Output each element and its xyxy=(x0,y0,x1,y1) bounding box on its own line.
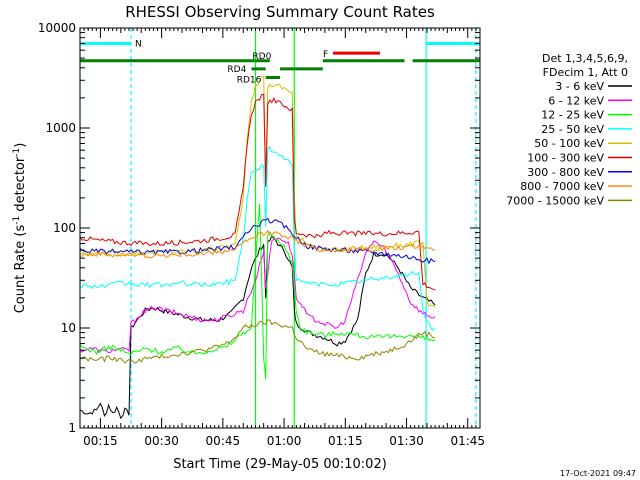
series-group xyxy=(79,76,436,420)
vertical-markers xyxy=(79,28,477,428)
y-tick-label: 10 xyxy=(61,321,76,335)
y-tick-label: 10000 xyxy=(38,21,76,35)
y-tick-label: 100 xyxy=(53,221,76,235)
x-tick-label: 01:00 xyxy=(267,434,302,448)
legend-header: Det 1,3,4,5,6,9, xyxy=(542,52,628,65)
y-tick-label: 1 xyxy=(68,421,76,435)
legend-label: 3 - 6 keV xyxy=(555,80,604,93)
legend-label: 12 - 25 keV xyxy=(541,109,604,122)
series-line xyxy=(79,93,436,291)
y-axis-ticks: 1 10 100 1000 10000 xyxy=(38,21,480,435)
status-bar-label: N xyxy=(135,39,142,49)
status-bar-label: RD16 xyxy=(237,75,262,85)
series-line xyxy=(79,217,436,265)
x-tick-label: 00:45 xyxy=(206,434,241,448)
status-bar-label: F xyxy=(323,50,328,60)
legend-header: FDecim 1, Att 0 xyxy=(543,66,628,79)
series-line xyxy=(79,319,436,364)
chart-title: RHESSI Observing Summary Count Rates xyxy=(125,3,435,21)
legend-label: 7000 - 15000 keV xyxy=(506,194,604,207)
series-line xyxy=(79,229,436,259)
series-line xyxy=(79,203,436,380)
x-tick-label: 00:15 xyxy=(83,434,118,448)
x-axis-label: Start Time (29-May-05 00:10:02) xyxy=(173,457,387,472)
x-tick-label: 00:30 xyxy=(144,434,179,448)
timestamp: 17-Oct-2021 09:47 xyxy=(560,469,636,478)
status-bar-label: RD4 xyxy=(227,65,246,75)
series-line xyxy=(79,145,436,332)
legend-label: 6 - 12 keV xyxy=(548,94,604,107)
x-tick-label: 01:30 xyxy=(389,434,424,448)
y-axis-label: Count Rate (s-1 detector-1) xyxy=(12,143,28,314)
series-line xyxy=(79,234,436,420)
legend: Det 1,3,4,5,6,9,FDecim 1, Att 03 - 6 keV… xyxy=(506,52,632,207)
legend-label: 50 - 100 keV xyxy=(534,137,604,150)
x-tick-label: 01:15 xyxy=(328,434,363,448)
legend-label: 100 - 300 keV xyxy=(527,152,604,165)
legend-label: 25 - 50 keV xyxy=(541,123,604,136)
status-bar-label: RD0 xyxy=(252,52,271,62)
legend-label: 300 - 800 keV xyxy=(527,166,604,179)
x-tick-label: 01:45 xyxy=(450,434,485,448)
y-tick-label: 1000 xyxy=(45,121,76,135)
x-axis-ticks: 00:15 00:30 00:45 01:00 01:15 01:30 01:45 xyxy=(83,28,485,448)
plot-frame xyxy=(79,27,481,429)
legend-label: 800 - 7000 keV xyxy=(520,180,604,193)
series-line xyxy=(79,237,436,354)
